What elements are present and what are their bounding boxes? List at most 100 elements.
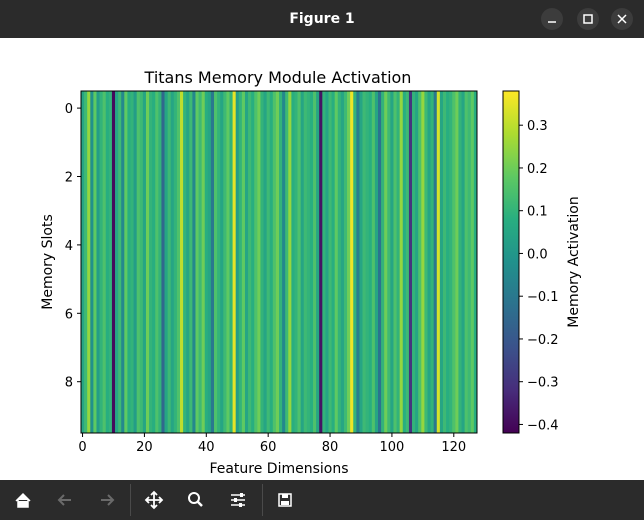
forward-button[interactable]	[92, 486, 122, 514]
colorbar-tick-label: 0.3	[527, 119, 548, 134]
heatmap-cell	[412, 91, 416, 433]
heatmap-cell	[145, 91, 150, 433]
window-title: Figure 1	[289, 11, 355, 27]
y-axis-ticks: 0 2 4 6 8	[65, 102, 81, 391]
heatmap-cell	[442, 91, 447, 433]
heatmap-cell	[84, 91, 88, 433]
minimize-icon	[548, 21, 556, 23]
heatmap-cell	[108, 91, 113, 433]
heatmap-figure: Titans Memory Module Activation 0 20 40 60 8…	[40, 68, 582, 477]
x-tick-label: 20	[136, 440, 153, 455]
heatmap-cell	[461, 91, 466, 433]
heatmap-cell	[467, 91, 472, 433]
heatmap-cell	[127, 91, 131, 433]
chart-title: Titans Memory Module Activation	[144, 68, 412, 87]
heatmap-cell	[189, 91, 193, 433]
heatmap-cell	[214, 91, 218, 433]
close-button[interactable]	[611, 8, 633, 30]
heatmap-cell	[433, 91, 438, 433]
home-button[interactable]	[8, 486, 38, 514]
heatmap-cell	[192, 91, 196, 433]
heatmap-cell	[207, 91, 212, 433]
heatmap-cell	[176, 91, 181, 433]
heatmap-cell	[368, 91, 373, 433]
colorbar-ticks: −0.4 −0.3 −0.2 −0.1 0.0 0.1 0.2 0.3	[519, 119, 559, 433]
heatmap-cell	[195, 91, 199, 433]
heatmap-cell	[408, 91, 413, 433]
colorbar-tick-label: 0.2	[527, 162, 548, 177]
heatmap-cell	[124, 91, 128, 433]
heatmap-cell	[470, 91, 475, 433]
heatmap-cell	[313, 91, 317, 433]
heatmap-cell	[183, 91, 187, 433]
back-button[interactable]	[50, 486, 80, 514]
close-icon	[617, 14, 627, 24]
back-arrow-icon	[57, 494, 71, 506]
heatmap-cell	[139, 91, 144, 433]
heatmap-cell	[152, 91, 156, 433]
heatmap-cell	[291, 91, 295, 433]
heatmap-cell	[374, 91, 379, 433]
colorbar-tick-label: −0.1	[527, 290, 559, 305]
window-titlebar: Figure 1	[0, 0, 644, 38]
heatmap-cell	[238, 91, 243, 433]
heatmap-cell	[362, 91, 367, 433]
x-tick-label: 80	[322, 440, 339, 455]
colorbar-tick-label: −0.3	[527, 376, 559, 391]
heatmap-cell	[319, 91, 323, 433]
heatmap-cell	[223, 91, 227, 433]
colorbar-tick-label: −0.4	[527, 418, 559, 433]
heatmap-cell	[241, 91, 246, 433]
heatmap-cell	[155, 91, 159, 433]
heatmap-cell	[436, 91, 441, 433]
heatmap-cell	[399, 91, 404, 433]
heatmap-cell	[343, 91, 348, 433]
save-icon	[278, 493, 292, 507]
heatmap-cell	[378, 91, 382, 433]
heatmap-cell	[455, 91, 459, 433]
x-tick-label: 120	[441, 440, 466, 455]
maximize-icon	[583, 14, 593, 24]
x-tick-label: 100	[380, 440, 405, 455]
heatmap-cell	[260, 91, 264, 433]
heatmap-cell	[87, 91, 91, 433]
maximize-button[interactable]	[577, 8, 599, 30]
heatmap-cell	[371, 91, 376, 433]
configure-subplots-button[interactable]	[223, 486, 253, 514]
minimize-button[interactable]	[541, 8, 563, 30]
heatmap-cell	[353, 91, 357, 433]
heatmap-cell	[210, 91, 215, 433]
heatmap-cell	[449, 91, 453, 433]
zoom-icon	[188, 492, 203, 507]
heatmap-cell	[90, 91, 94, 433]
save-button[interactable]	[270, 486, 300, 514]
heatmap-cell	[275, 91, 280, 433]
heatmap-cell	[328, 91, 332, 433]
heatmap-cell	[149, 91, 153, 433]
heatmap-cell	[99, 91, 104, 433]
heatmap-cell	[347, 91, 351, 433]
heatmap-cell	[173, 91, 178, 433]
heatmap-cell	[167, 91, 172, 433]
pan-button[interactable]	[139, 486, 169, 514]
heatmap-cell	[421, 91, 425, 433]
heatmap-cell	[111, 91, 116, 433]
heatmap-cell	[384, 91, 388, 433]
heatmap-cell	[446, 91, 450, 433]
heatmap-cell	[279, 91, 283, 433]
x-axis-ticks: 0 20 40 60 80 100 120	[78, 433, 466, 455]
heatmap-cell	[418, 91, 422, 433]
zoom-button[interactable]	[181, 486, 211, 514]
y-tick-label: 8	[65, 376, 73, 391]
heatmap-cell	[186, 91, 190, 433]
heatmap-cell	[458, 91, 462, 433]
heatmap-cell	[170, 91, 175, 433]
heatmap-cell	[142, 91, 147, 433]
heatmap-cell	[96, 91, 100, 433]
heatmap-cell	[248, 91, 252, 433]
heatmap-cell	[121, 91, 125, 433]
heatmap-cell	[473, 91, 478, 433]
y-tick-label: 4	[65, 239, 73, 254]
heatmap-cell	[381, 91, 385, 433]
heatmap-cell	[93, 91, 97, 433]
